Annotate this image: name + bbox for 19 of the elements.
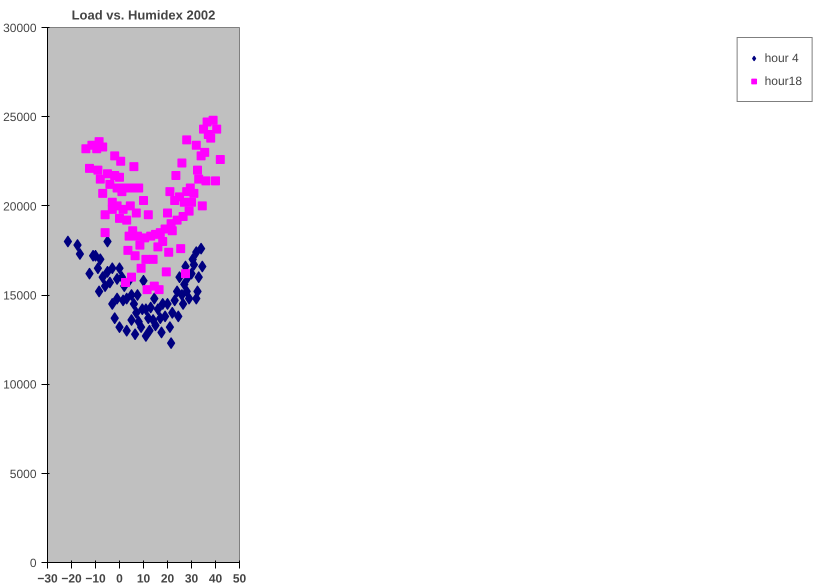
x-tick-label: 10: [136, 572, 150, 585]
x-tick-label: 30: [184, 572, 198, 585]
y-tick-label: 30000: [3, 21, 37, 35]
x-tick-label: 20: [160, 572, 174, 585]
legend-label: hour 4: [764, 51, 799, 65]
x-tick-label: 0: [116, 572, 124, 585]
x-tick-label: −20: [61, 572, 82, 585]
x-tick-label: 40: [208, 572, 222, 585]
y-tick-label: 10000: [3, 378, 37, 392]
x-tick-label: 50: [232, 572, 246, 585]
chart-title: Load vs. Humidex 2002: [72, 8, 216, 22]
y-tick-label: 15000: [3, 288, 37, 302]
y-tick-label: 25000: [3, 110, 37, 124]
y-tick-label: 0: [30, 556, 37, 570]
y-tick-label: 20000: [3, 199, 37, 214]
x-tick-label: −10: [85, 572, 106, 585]
y-tick-label: 5000: [10, 466, 37, 481]
legend-label: hour18: [764, 74, 802, 88]
x-tick-label: −30: [37, 572, 58, 585]
